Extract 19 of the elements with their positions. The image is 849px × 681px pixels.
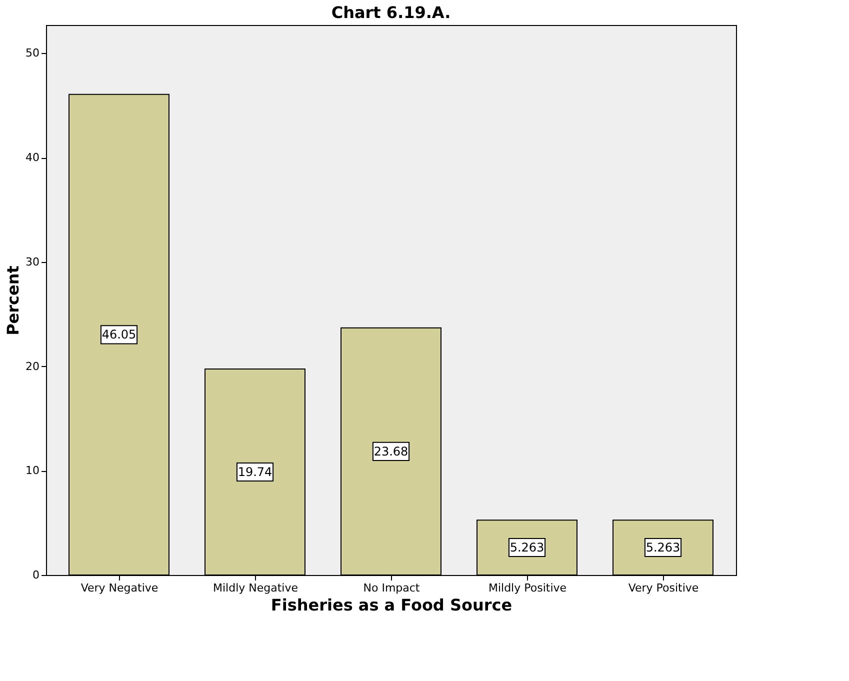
x-tick-label: No Impact bbox=[363, 582, 420, 594]
chart-title: Chart 6.19.A. bbox=[331, 3, 451, 22]
y-tick-label: 10 bbox=[26, 464, 40, 478]
x-tick-label: Mildly Positive bbox=[488, 582, 567, 594]
x-tick-label: Very Positive bbox=[628, 582, 699, 594]
y-tick-label: 30 bbox=[26, 255, 40, 268]
x-axis-title: Fisheries as a Food Source bbox=[270, 596, 512, 614]
data-label: 5.263 bbox=[646, 540, 680, 555]
data-label: 19.74 bbox=[238, 464, 272, 479]
y-tick-label: 20 bbox=[26, 360, 40, 373]
y-tick-label: 40 bbox=[26, 151, 40, 164]
data-label: 23.68 bbox=[374, 444, 408, 458]
data-label: 46.05 bbox=[102, 328, 136, 342]
y-tick-label: 50 bbox=[26, 46, 40, 60]
y-tick-label: 0 bbox=[32, 568, 40, 582]
x-tick-label: Mildly Negative bbox=[212, 582, 298, 594]
x-tick-label: Very Negative bbox=[80, 582, 158, 594]
data-label: 5.263 bbox=[510, 540, 544, 555]
y-axis-title: Percent bbox=[4, 265, 23, 336]
